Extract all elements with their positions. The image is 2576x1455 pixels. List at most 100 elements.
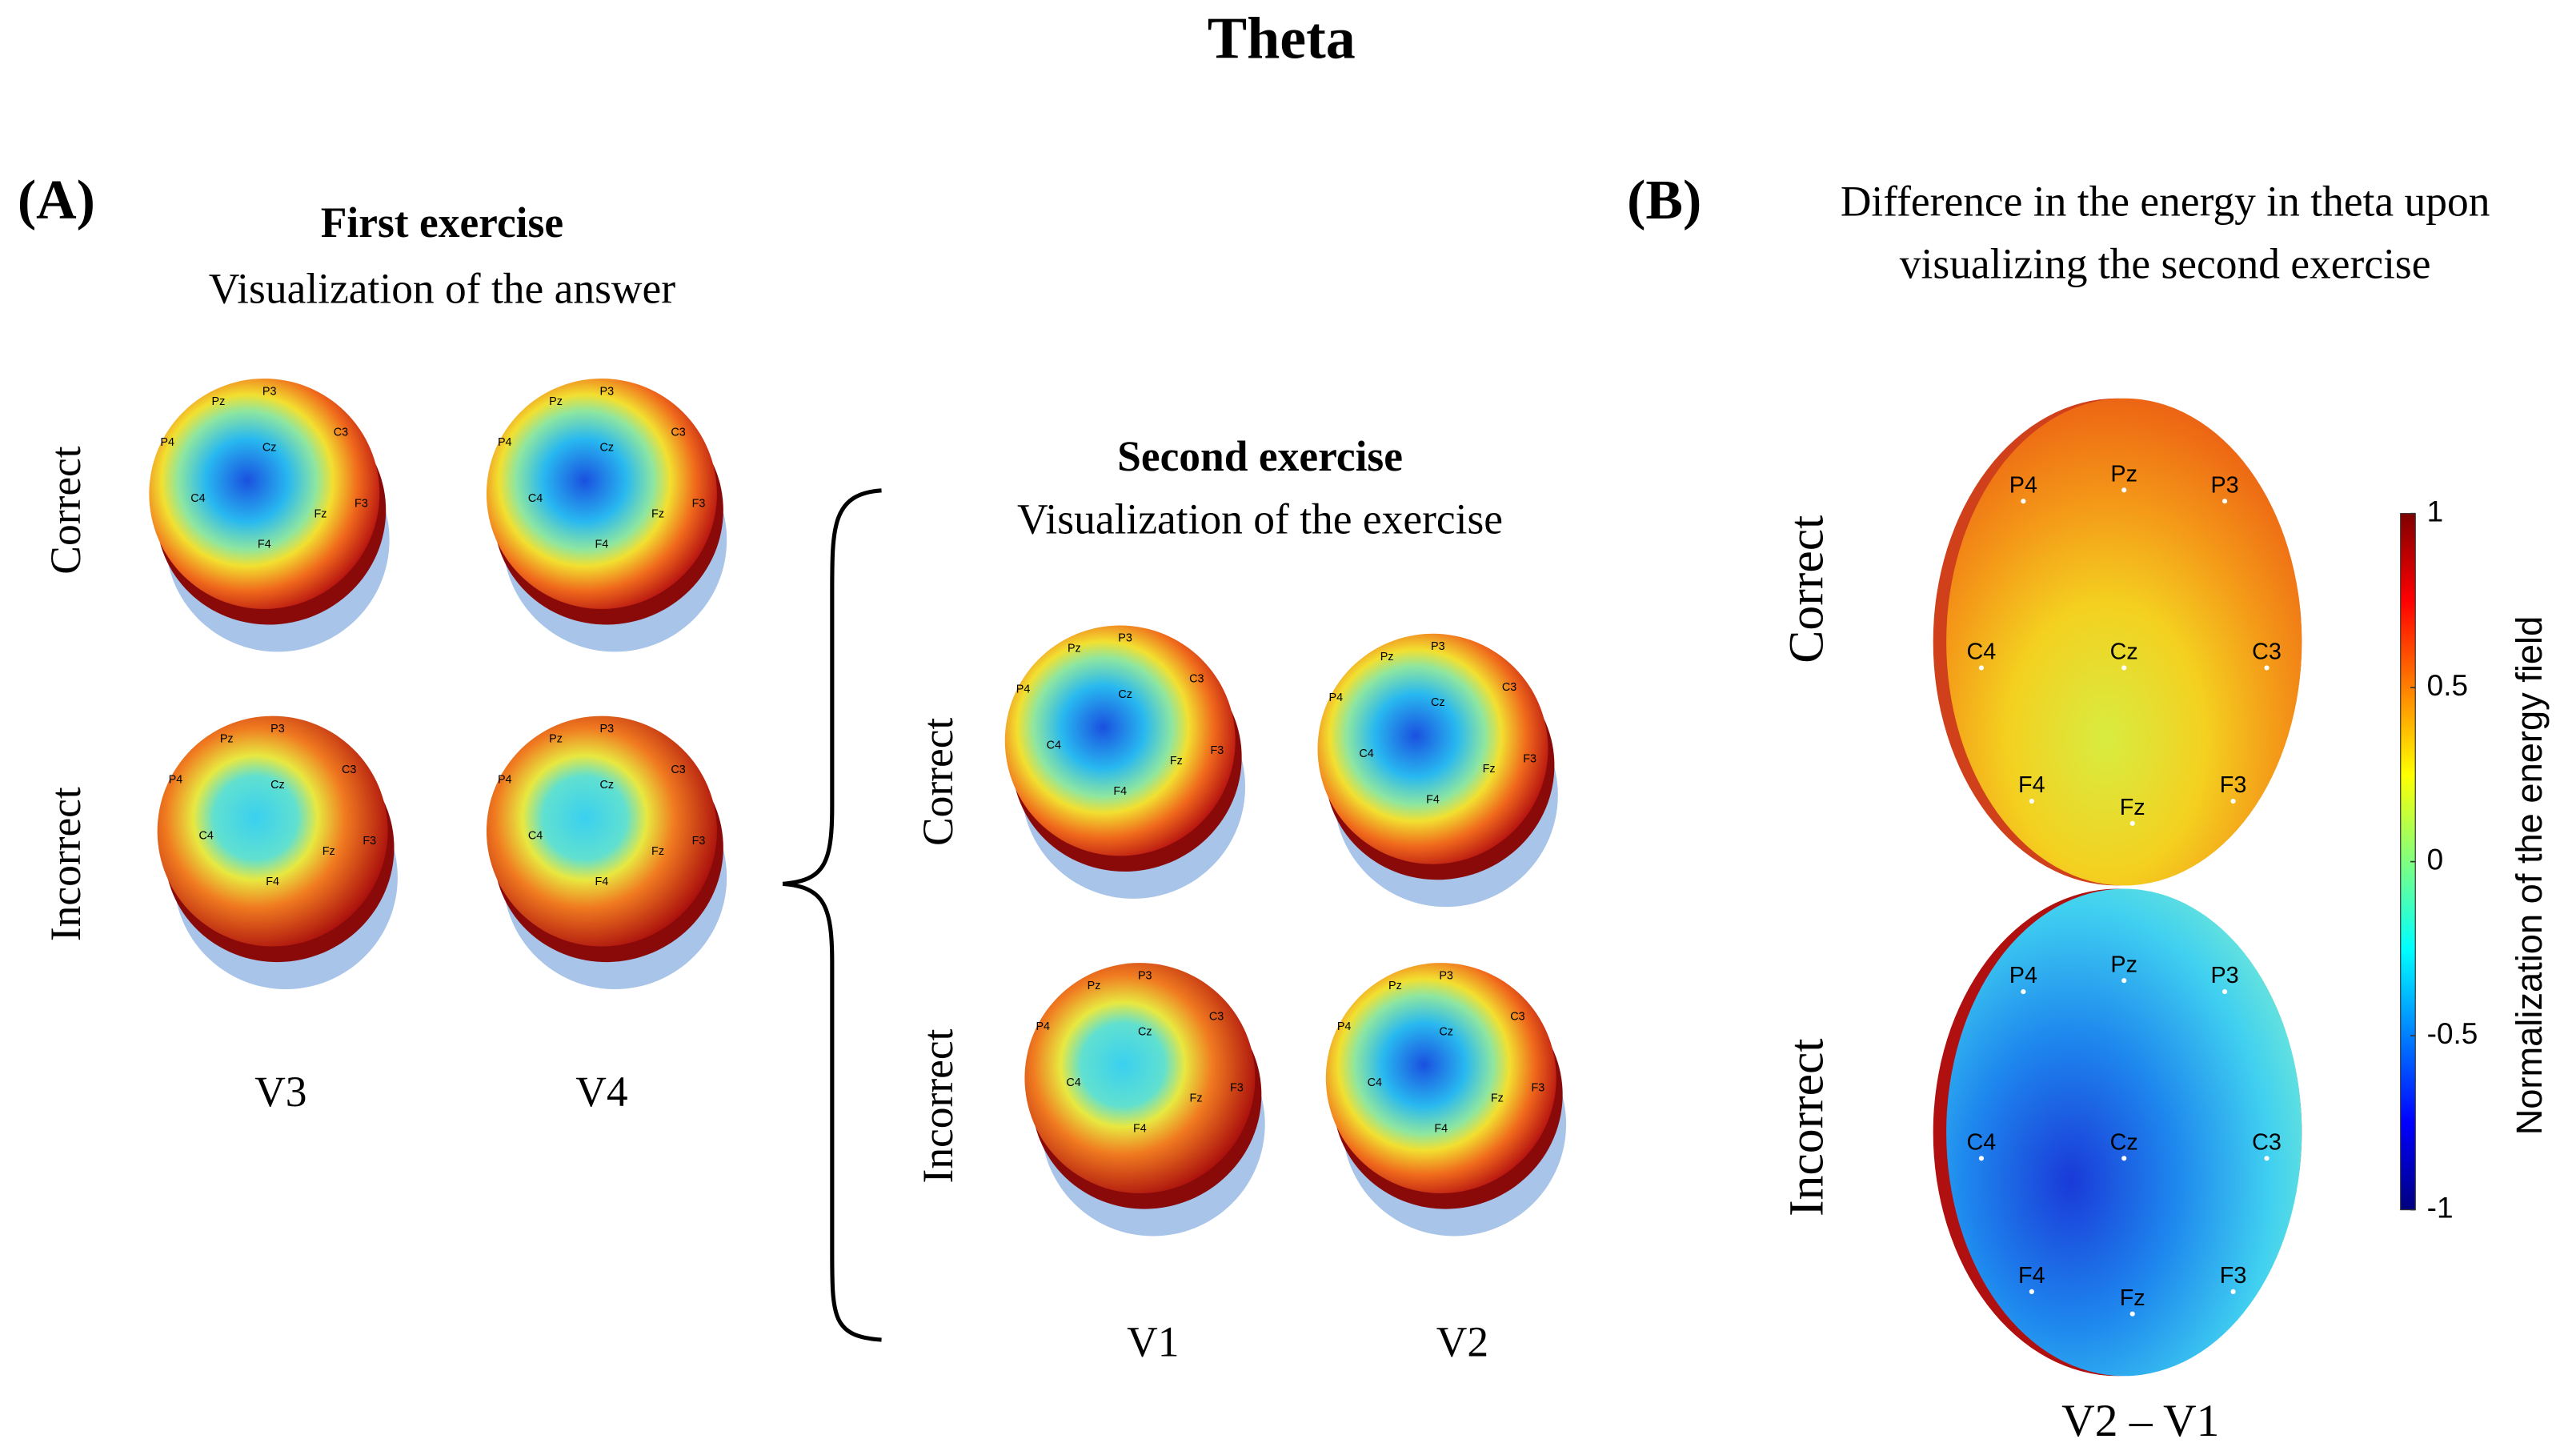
electrode-label: Pz: [549, 395, 563, 408]
electrode: [2121, 665, 2127, 671]
electrode-label: F4: [2018, 1263, 2045, 1289]
colorbar-tick-label: -1: [2427, 1190, 2454, 1224]
row-label: Correct: [42, 446, 90, 574]
electrode-label: P3: [1431, 640, 1445, 653]
electrode-label: C3: [334, 426, 348, 439]
electrode-label: P4: [160, 436, 174, 449]
electrode-label: C4: [528, 830, 543, 843]
head-surface: [1317, 633, 1548, 864]
electrode: [2264, 1156, 2270, 1161]
electrode: [2021, 499, 2026, 504]
head-surface: [1946, 888, 2302, 1377]
electrode-label: Fz: [1190, 1092, 1203, 1104]
row-label: Correct: [1780, 515, 1834, 663]
column-label: V1: [1127, 1318, 1179, 1366]
electrode-label: Pz: [1388, 980, 1402, 992]
electrode-label: P3: [599, 385, 614, 398]
section-subtitle: Visualization of the answer: [209, 264, 675, 312]
electrode-label: P4: [1329, 691, 1344, 704]
electrode: [2021, 988, 2026, 995]
electrode-label: F3: [692, 498, 706, 511]
topomap: P4 Pz P3 C4 Cz C3 F4 Fz F3: [1933, 888, 2302, 1377]
electrode: [2230, 1289, 2236, 1294]
electrode-label: F3: [355, 498, 368, 511]
electrode: [2129, 820, 2135, 826]
electrode-label: P4: [498, 436, 512, 449]
electrode-label: F3: [1230, 1082, 1244, 1095]
row-label: Incorrect: [914, 1028, 962, 1183]
electrode-label: P4: [1337, 1020, 1352, 1033]
head-surface: [1325, 963, 1556, 1194]
electrode-label: Pz: [1068, 642, 1081, 655]
electrode-label: P4: [169, 774, 183, 787]
electrode-label: P3: [270, 723, 285, 736]
electrode-label: Pz: [549, 733, 563, 746]
colorbar-tick-label: 0.5: [2427, 668, 2468, 702]
electrode-label: Cz: [600, 779, 615, 792]
head-surface: [157, 715, 388, 947]
electrode-label: P4: [2009, 472, 2037, 498]
figure-title: Theta: [1208, 6, 1356, 72]
electrode-label: F4: [595, 539, 609, 551]
electrode: [2121, 1156, 2127, 1161]
electrode-label: Fz: [2120, 795, 2145, 820]
electrode-label: Cz: [1431, 696, 1445, 709]
topomap: P4 Pz P3 C4 Cz C3 F4 Fz F3: [486, 379, 727, 652]
electrode-label: F3: [2220, 1263, 2247, 1289]
electrode-label: P4: [1016, 683, 1031, 695]
electrode-label: Pz: [212, 395, 226, 408]
electrode: [2222, 499, 2228, 504]
electrode-label: Cz: [1439, 1025, 1453, 1038]
electrode-label: C3: [671, 764, 685, 776]
row-label: Incorrect: [42, 787, 90, 941]
topomap: P4 Pz P3 C4 Cz C3 F4 Fz F3: [157, 715, 398, 989]
electrode-label: C3: [342, 764, 356, 776]
electrode-label: P3: [599, 723, 614, 736]
electrode-label: C3: [2252, 1129, 2282, 1155]
panel-label: (A): [18, 170, 95, 231]
colorbar-tick-label: -0.5: [2427, 1016, 2478, 1050]
column-label: V2 – V1: [2061, 1396, 2219, 1446]
electrode-label: F3: [2220, 772, 2247, 798]
electrode-label: C3: [671, 426, 685, 439]
section-title: Second exercise: [1117, 432, 1403, 480]
row-label: Correct: [914, 718, 962, 846]
head-surface: [486, 379, 717, 609]
electrode-label: Pz: [1088, 980, 1101, 992]
panel-label: (B): [1627, 170, 1701, 231]
electrode: [1978, 1156, 1985, 1161]
electrode: [2029, 798, 2034, 804]
topomap: P4 Pz P3 C4 Cz C3 F4 Fz F3: [486, 715, 727, 989]
electrode-label: F3: [363, 835, 376, 848]
electrode: [2121, 978, 2127, 984]
electrode-label: C4: [528, 492, 543, 505]
electrode-label: F3: [1523, 752, 1536, 765]
electrode: [2129, 1311, 2135, 1317]
electrode-label: Cz: [2110, 1129, 2138, 1155]
electrode-label: C4: [1368, 1076, 1382, 1089]
head-surface: [1946, 398, 2302, 886]
electrode-label: Cz: [270, 779, 285, 792]
electrode-label: P4: [2009, 963, 2037, 988]
topomap: P4 Pz P3 C4 Cz C3 F4 Fz F3: [1004, 625, 1246, 899]
section-subtitle: Visualization of the exercise: [1017, 495, 1503, 543]
colorbar-tick-label: 0: [2427, 842, 2444, 876]
electrode: [2264, 665, 2270, 671]
electrode-label: C4: [1967, 639, 1997, 665]
electrode-label: F4: [1434, 1123, 1448, 1136]
electrode-label: P3: [1138, 969, 1152, 982]
electrode-label: Cz: [1138, 1025, 1152, 1038]
electrode-label: C4: [190, 492, 205, 505]
electrode-label: F4: [2018, 772, 2045, 798]
electrode: [1978, 665, 1985, 671]
column-label: V3: [254, 1068, 306, 1116]
electrode-label: C4: [199, 830, 214, 843]
electrode-label: F3: [1532, 1082, 1545, 1095]
electrode-label: Pz: [2110, 461, 2137, 487]
electrode: [2029, 1289, 2034, 1294]
electrode-label: C3: [1209, 1010, 1224, 1023]
topomap: P4 Pz P3 C4 Cz C3 F4 Fz F3: [1317, 633, 1558, 908]
electrode-label: C4: [1359, 748, 1373, 760]
electrode-label: Fz: [2120, 1285, 2145, 1311]
